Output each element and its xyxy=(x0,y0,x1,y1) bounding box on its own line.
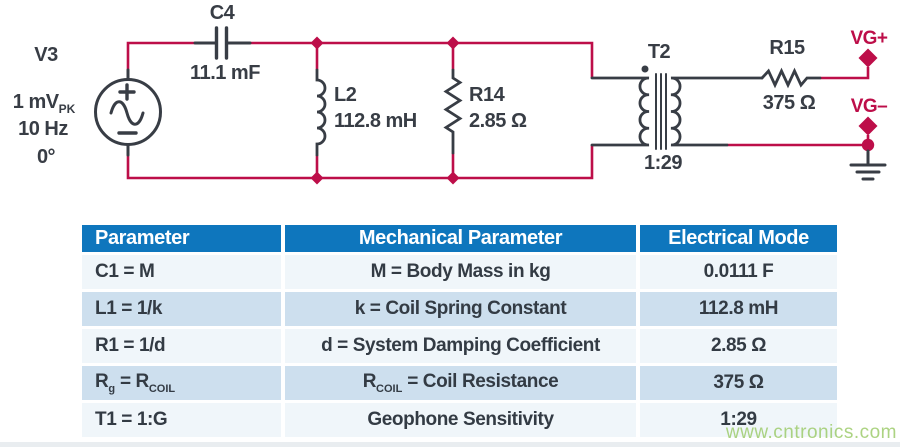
table-cell: 112.8 mH xyxy=(640,292,837,329)
phase-dot xyxy=(641,65,649,73)
table-cell: 1:29 xyxy=(640,403,837,440)
wire xyxy=(126,41,195,70)
resistor-r14-name: R14 xyxy=(469,84,505,106)
inductor-name: L2 xyxy=(334,84,357,106)
transformer-primary-winding xyxy=(590,76,650,147)
resistor-r15-name: R15 xyxy=(769,37,805,59)
table-cell: T1 = 1:G xyxy=(82,403,285,440)
inductor-value: 112.8 mH xyxy=(334,110,417,132)
resistor-r14-value: 2.85 Ω xyxy=(469,110,527,132)
transformer-name: T2 xyxy=(647,41,671,63)
junction-dots xyxy=(310,36,460,185)
terminal-diamond-vg-minus xyxy=(858,116,878,136)
plus-icon xyxy=(118,83,136,101)
source-frequency: 10 Hz xyxy=(18,118,68,140)
junction-dot xyxy=(310,36,324,50)
table-cell: RCOIL = Coil Resistance xyxy=(285,366,640,403)
table-row: R1 = 1/d d = System Damping Coefficient 2.… xyxy=(82,329,837,366)
terminal-label-vg-plus: VG+ xyxy=(850,28,888,49)
table-row: L1 = 1/k k = Coil Spring Constant 112.8 mH xyxy=(82,292,837,329)
table-cell: C1 = M xyxy=(82,255,285,292)
capacitor-name: C4 xyxy=(209,2,235,24)
resistor-symbol-r14 xyxy=(443,68,463,155)
wire xyxy=(250,41,594,78)
ground-icon xyxy=(849,149,887,181)
inductor-symbol xyxy=(315,68,327,157)
junction-dot xyxy=(310,171,324,185)
resistor-symbol-r15 xyxy=(760,67,822,89)
wire xyxy=(820,67,870,80)
terminal-label-vg-minus: VG– xyxy=(850,96,888,117)
column-header-electrical: Electrical Mode xyxy=(640,225,837,255)
wire xyxy=(126,145,594,180)
wire xyxy=(727,135,870,147)
watermark: www.cntronics.com xyxy=(725,422,897,443)
resistor-r15-value: 375 Ω xyxy=(762,92,816,114)
table-header-row: Parameter Mechanical Parameter Electrica… xyxy=(82,225,837,255)
sine-icon xyxy=(109,100,145,126)
table-cell: Rg = RCOIL xyxy=(82,366,285,403)
table-cell: k = Coil Spring Constant xyxy=(285,292,640,329)
source-phase: 0° xyxy=(36,146,56,168)
components xyxy=(94,26,887,181)
source-name: V3 xyxy=(34,44,58,66)
column-header-parameter: Parameter xyxy=(82,225,285,255)
column-header-mechanical: Mechanical Parameter xyxy=(285,225,640,255)
circuit-drawing xyxy=(94,26,887,185)
parameter-table: Parameter Mechanical Parameter Electrica… xyxy=(82,225,837,440)
table-cell: R1 = 1/d xyxy=(82,329,285,366)
table-cell: 375 Ω xyxy=(640,366,837,403)
source-amplitude: 1 mVPK xyxy=(12,91,76,116)
node-dot xyxy=(861,138,875,152)
table-cell: 2.85 Ω xyxy=(640,329,837,366)
table-cell: L1 = 1/k xyxy=(82,292,285,329)
table-cell: Geophone Sensitivity xyxy=(285,403,640,440)
table-row: T1 = 1:G Geophone Sensitivity 1:29 xyxy=(82,403,837,440)
table-cell: 0.0111 F xyxy=(640,255,837,292)
capacitor-symbol xyxy=(214,26,229,60)
circuit-schematic: V3 1 mVPK 10 Hz 0° C4 11.1 mF L2 112.8 m… xyxy=(0,0,900,218)
table-cell: M = Body Mass in kg xyxy=(285,255,640,292)
terminal-diamond-vg-plus xyxy=(858,48,878,68)
junction-dot xyxy=(446,36,460,50)
bottom-strip xyxy=(0,442,900,447)
transformer-secondary-winding xyxy=(670,76,764,147)
table-row: Rg = RCOIL RCOIL = Coil Resistance 375 Ω xyxy=(82,366,837,403)
transformer-ratio: 1:29 xyxy=(643,152,683,174)
junction-dot xyxy=(446,171,460,185)
transformer-core xyxy=(655,73,667,150)
table-cell: d = System Damping Coefficient xyxy=(285,329,640,366)
capacitor-value: 11.1 mF xyxy=(190,62,260,84)
